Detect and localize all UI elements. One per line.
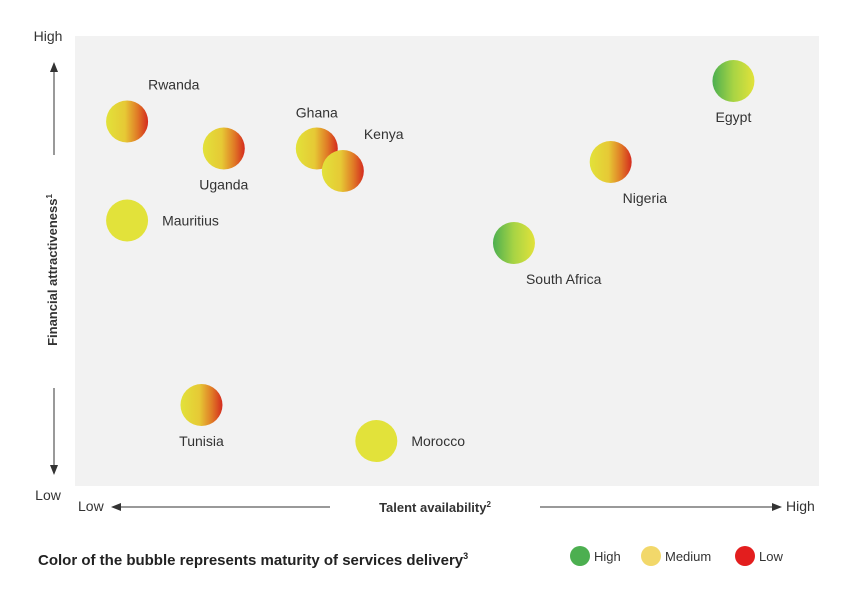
y-high-label: High	[34, 28, 63, 44]
bubble-label-egypt: Egypt	[716, 109, 752, 125]
legend-swatch-low	[735, 546, 755, 566]
legend-item-low: Low	[735, 546, 783, 566]
bubble-south-africa	[492, 222, 535, 264]
y-axis-title-sup: 1	[45, 194, 54, 199]
bubbles-layer: Rwanda Uganda Ghana Kenya Mauritius Egypt Nige…	[106, 60, 755, 462]
bubble-tunisia	[180, 384, 223, 426]
legend-title: Color of the bubble represents maturity …	[38, 551, 469, 569]
x-high-label: High	[786, 498, 815, 514]
legend-item-high: High	[570, 546, 621, 566]
bubble-rwanda	[106, 100, 149, 143]
bubble-label-tunisia: Tunisia	[179, 433, 224, 449]
bubble-label-south-africa: South Africa	[526, 271, 602, 287]
bubble-label-mauritius: Mauritius	[162, 213, 219, 229]
x-axis-title: Talent availability2	[379, 500, 491, 515]
y-low-label: Low	[35, 487, 62, 503]
bubble-egypt	[712, 60, 755, 102]
bubble-label-ghana: Ghana	[296, 105, 338, 121]
y-axis-title: Financial attractiveness1	[45, 194, 60, 346]
legend-label-medium: Medium	[665, 548, 712, 564]
bubble-label-rwanda: Rwanda	[148, 77, 200, 93]
legend-swatch-high	[570, 546, 590, 566]
bubble-kenya	[321, 150, 364, 192]
x-low-label: Low	[78, 498, 105, 514]
x-axis-title-sup: 2	[486, 500, 491, 509]
bubble-label-uganda: Uganda	[199, 177, 248, 193]
bubble-mauritius	[106, 199, 149, 242]
bubble-label-kenya: Kenya	[364, 126, 404, 142]
bubble-label-morocco: Morocco	[411, 433, 465, 449]
bubble-uganda	[202, 127, 245, 170]
bubble-label-nigeria: Nigeria	[623, 190, 668, 206]
legend-item-medium: Medium	[641, 546, 711, 566]
legend-label-high: High	[594, 548, 621, 564]
bubble-nigeria	[589, 141, 632, 183]
legend-label-low: Low	[759, 548, 783, 564]
bubble-morocco	[355, 420, 398, 462]
legend-swatch-medium	[641, 546, 661, 566]
